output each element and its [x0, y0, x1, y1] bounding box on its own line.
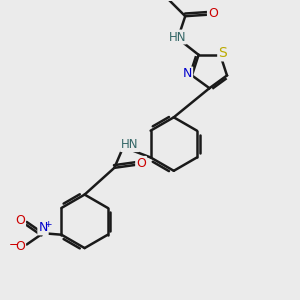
Text: −: −: [8, 238, 18, 251]
Text: O: O: [208, 7, 218, 20]
Text: N: N: [183, 68, 192, 80]
Text: +: +: [44, 220, 51, 230]
Text: HN: HN: [169, 31, 186, 44]
Text: O: O: [15, 240, 25, 254]
Text: O: O: [15, 214, 25, 227]
Text: S: S: [218, 46, 227, 60]
Text: O: O: [136, 157, 146, 170]
Text: HN: HN: [121, 138, 139, 151]
Text: N: N: [38, 221, 48, 234]
